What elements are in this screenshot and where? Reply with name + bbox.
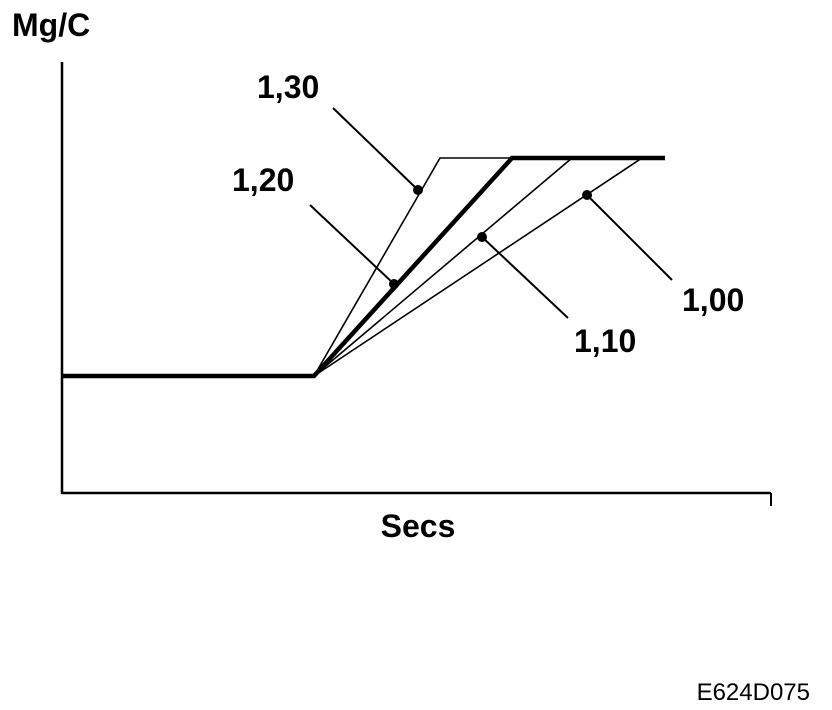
curves bbox=[62, 155, 665, 379]
leaders bbox=[309, 107, 673, 319]
dot bbox=[477, 232, 487, 242]
y-axis-label: Mg/C bbox=[12, 7, 90, 43]
curve-label: 1,30 bbox=[257, 69, 319, 105]
curve-label: 1,00 bbox=[682, 282, 744, 318]
figure-code: E624D075 bbox=[697, 679, 810, 706]
x-axis-label: Secs bbox=[381, 508, 456, 544]
dot bbox=[389, 279, 399, 289]
curve-1-10 bbox=[313, 157, 573, 377]
dot bbox=[582, 190, 592, 200]
dots bbox=[389, 185, 592, 289]
leader-1-20 bbox=[309, 204, 395, 285]
leader-1-00 bbox=[586, 194, 673, 281]
axes bbox=[60, 62, 772, 506]
curve-label: 1,20 bbox=[232, 162, 294, 198]
curve-1-20 bbox=[62, 155, 665, 379]
leader-1-10 bbox=[481, 236, 569, 319]
dot bbox=[413, 185, 423, 195]
curve-label: 1,10 bbox=[574, 323, 636, 359]
leader-1-30 bbox=[332, 107, 419, 191]
